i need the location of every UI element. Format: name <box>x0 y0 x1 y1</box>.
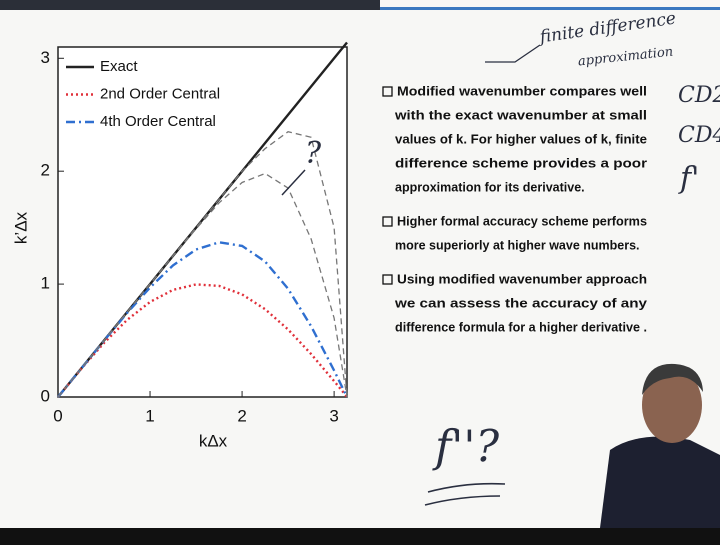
handwriting: CD4 <box>678 123 720 148</box>
handwriting: f' <box>678 161 699 196</box>
y-axis-label: k’Δx <box>11 211 30 244</box>
y-tick-label: 3 <box>41 48 50 67</box>
bullet-line: difference scheme provides a poor <box>395 156 647 170</box>
x-tick-label: 3 <box>329 406 338 425</box>
x-tick-label: 1 <box>145 406 154 425</box>
bullet-line: more superiorly at higher wave numbers. <box>395 238 640 252</box>
bullet-line: we can assess the accuracy of any <box>394 296 647 310</box>
x-tick-label: 2 <box>237 406 246 425</box>
y-tick-label: 1 <box>41 274 50 293</box>
y-tick-label: 0 <box>41 386 50 405</box>
presenter-body <box>600 437 720 528</box>
x-tick-label: 0 <box>53 406 62 425</box>
legend-label: 4th Order Central <box>100 113 216 130</box>
bullet-line: Using modified wavenumber approach <box>397 272 647 286</box>
handwriting: CD2 <box>678 83 720 108</box>
top-bar <box>0 0 380 10</box>
bullet-line: Modified wavenumber compares well <box>397 84 647 98</box>
handwriting: f''? <box>432 422 499 473</box>
bullet-line: with the exact wavenumber at small <box>394 108 647 122</box>
bullet-line: values of k. For higher values of k, fin… <box>395 132 647 146</box>
slide: k’Δx kΔx ? Modified wavenumber compares … <box>0 0 720 545</box>
legend-label: 2nd Order Central <box>100 85 220 102</box>
y-tick-label: 2 <box>41 161 50 180</box>
x-axis-label: kΔx <box>199 431 228 450</box>
bottom-bar <box>0 528 720 545</box>
annotation: ? <box>305 136 322 171</box>
bullet-line: approximation for its derivative. <box>395 180 585 194</box>
bullet-line: difference formula for a higher derivati… <box>395 320 647 334</box>
legend-label: Exact <box>100 58 138 75</box>
bullet-line: Higher formal accuracy scheme performs <box>397 214 647 228</box>
